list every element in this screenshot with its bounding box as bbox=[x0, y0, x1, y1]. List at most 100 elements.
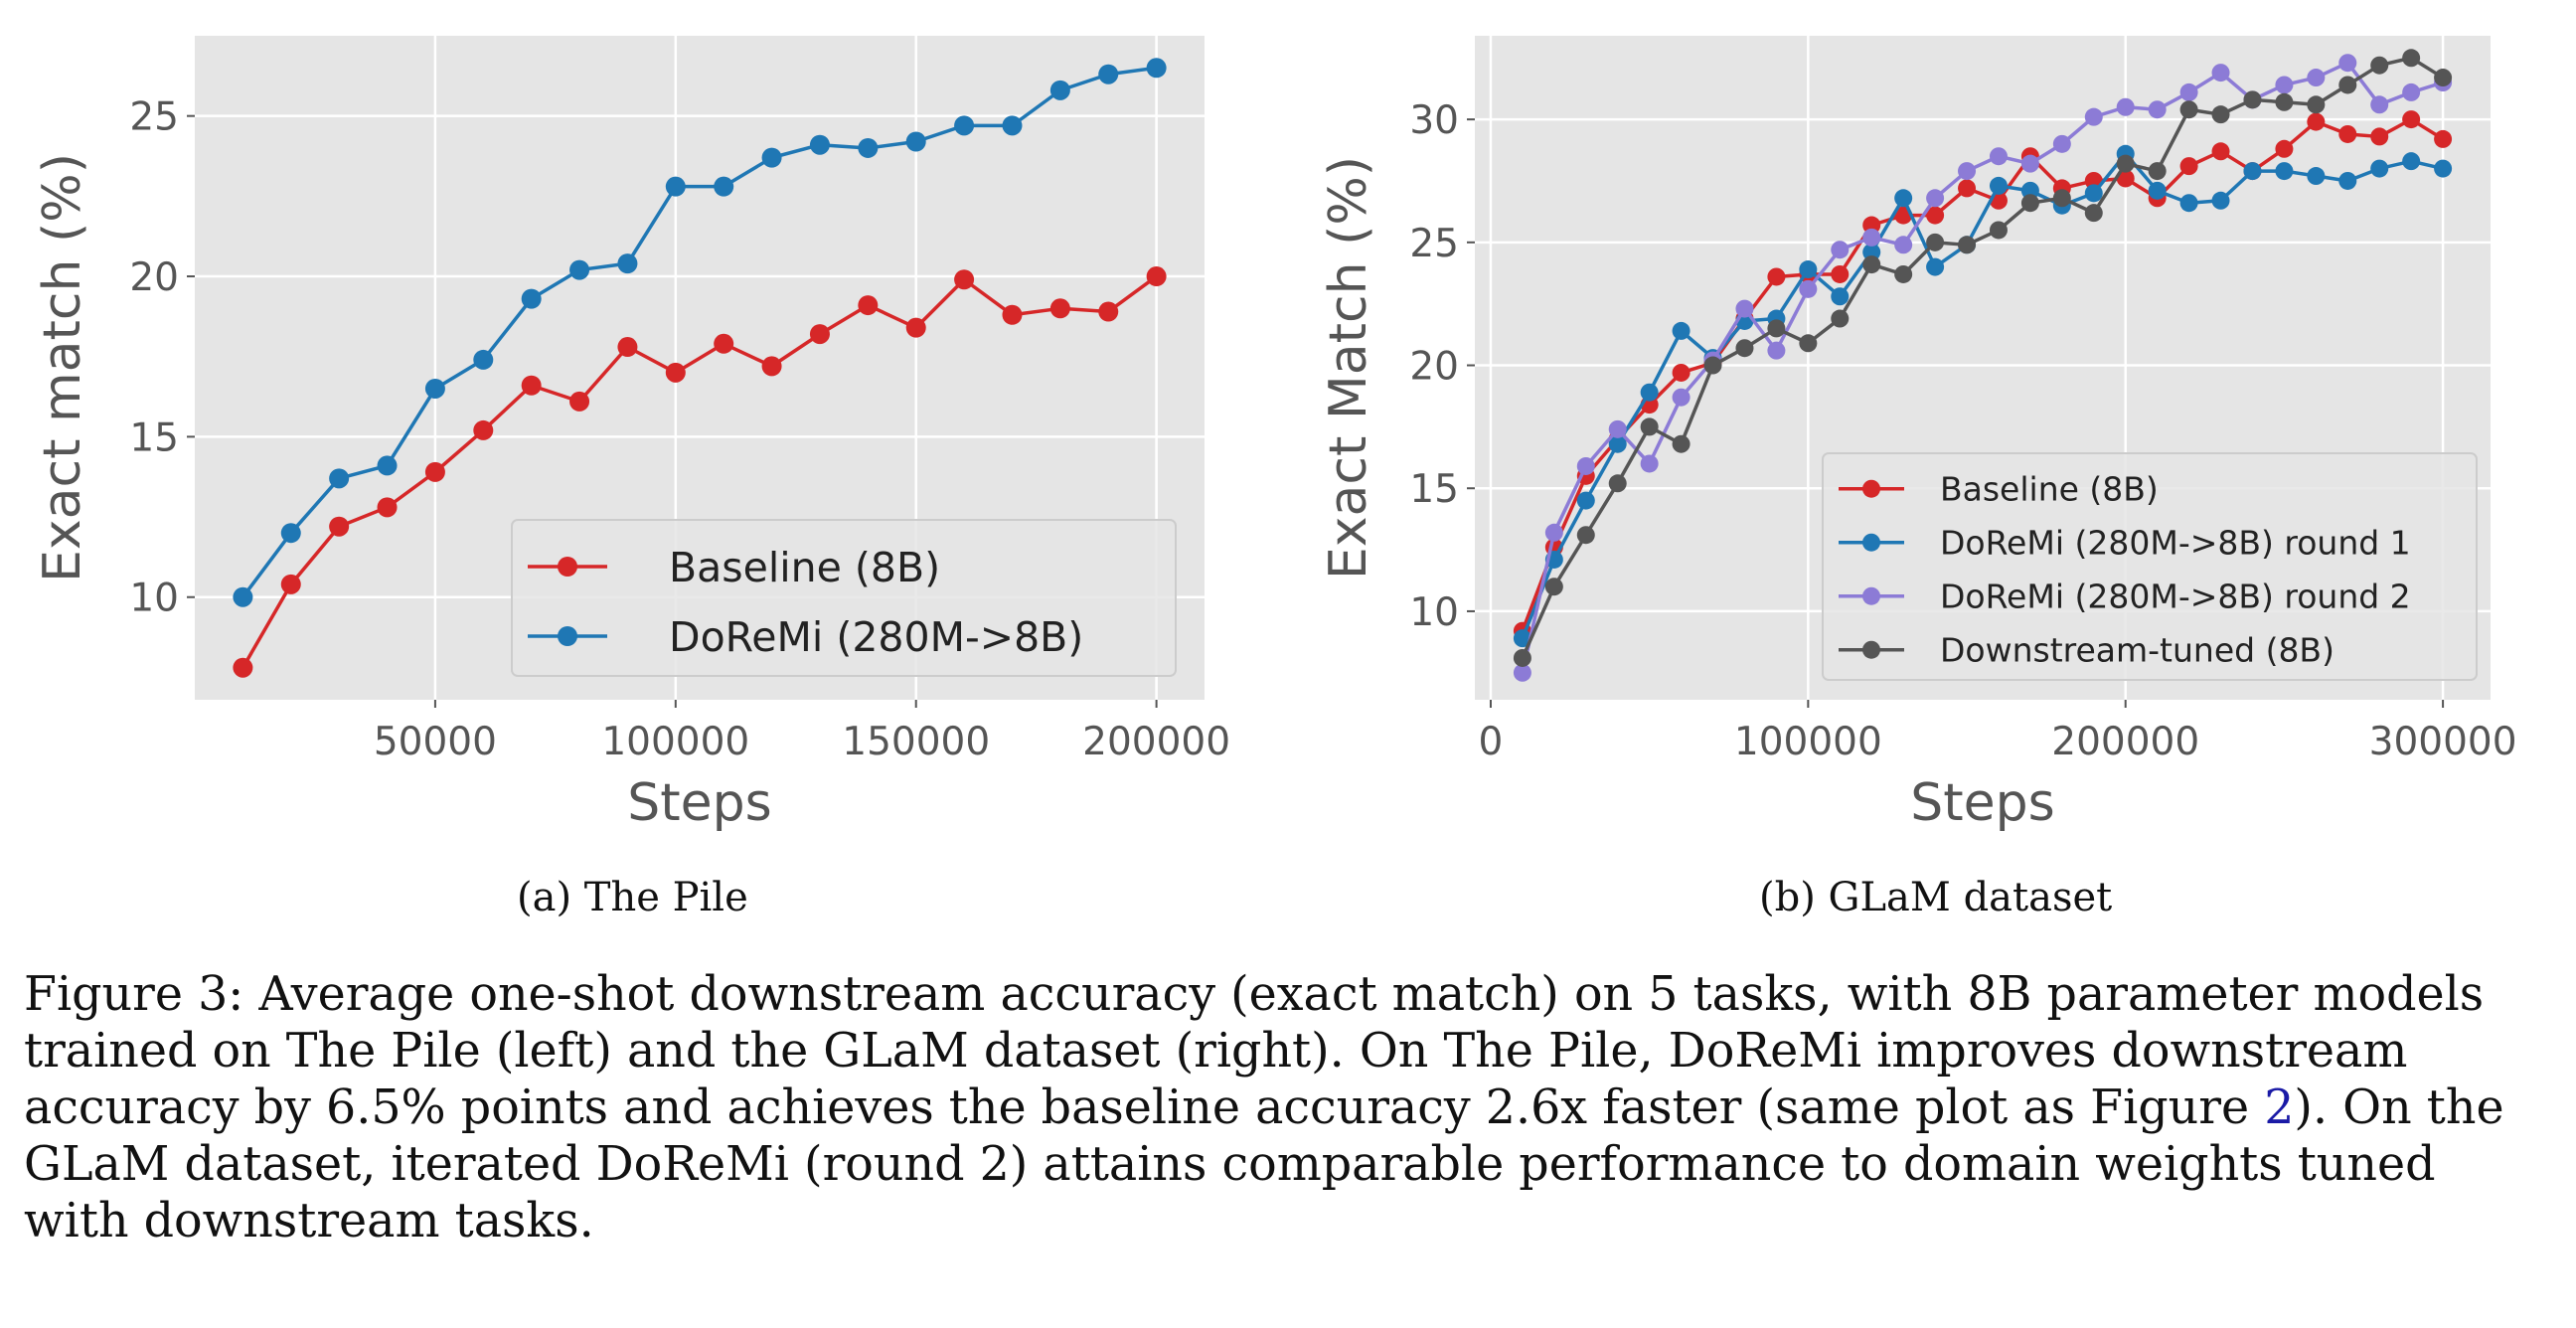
x-tick-label: 50000 bbox=[374, 720, 497, 764]
data-point bbox=[329, 468, 350, 489]
data-point bbox=[1862, 243, 1881, 261]
y-axis-label: Exact Match (%) bbox=[1319, 156, 1378, 580]
y-axis-label: Exact match (%) bbox=[33, 153, 92, 582]
data-point bbox=[2370, 127, 2389, 146]
data-point bbox=[2084, 107, 2103, 126]
data-point bbox=[1513, 629, 1531, 648]
data-point bbox=[2370, 159, 2389, 178]
data-point bbox=[1894, 189, 1913, 208]
data-point bbox=[424, 461, 445, 482]
data-point bbox=[2179, 100, 2198, 119]
data-point bbox=[2179, 194, 2198, 213]
data-point bbox=[1672, 363, 1690, 382]
data-point bbox=[1831, 287, 1850, 306]
chart-glam-dataset: 0 100000 200000 300000 10 15 20 25 30 Steps Exact … bbox=[1319, 36, 2517, 833]
data-point bbox=[905, 317, 926, 338]
data-point bbox=[2211, 142, 2230, 161]
data-point bbox=[2338, 54, 2357, 73]
subcaption-b: (b) GLaM dataset bbox=[1759, 875, 2113, 920]
data-point bbox=[2402, 110, 2421, 129]
data-point bbox=[1098, 301, 1119, 322]
legend-box bbox=[511, 519, 1177, 677]
data-point bbox=[1862, 216, 1881, 235]
data-point bbox=[2307, 112, 2326, 131]
figure-reference-link[interactable]: 2 bbox=[2264, 1080, 2295, 1135]
data-point bbox=[1989, 147, 2008, 166]
data-point bbox=[1989, 221, 2008, 240]
caption-text-2: ). On the GLaM dataset, iterated DoReMi … bbox=[24, 1080, 2504, 1248]
figure-caption: Figure 3: Average one-shot downstream ac… bbox=[24, 966, 2553, 1249]
y-tick-label: 20 bbox=[129, 255, 179, 300]
data-point bbox=[1958, 179, 1977, 198]
data-point bbox=[1926, 189, 1945, 208]
data-point bbox=[1862, 228, 1881, 247]
data-point bbox=[2275, 162, 2294, 181]
data-point bbox=[1672, 388, 1690, 407]
data-point bbox=[1926, 206, 1945, 225]
data-point bbox=[1544, 578, 1563, 596]
y-tick-label: 10 bbox=[129, 577, 179, 621]
data-point bbox=[1640, 454, 1659, 473]
data-point bbox=[2307, 69, 2326, 87]
data-point bbox=[761, 356, 782, 377]
data-point bbox=[1799, 260, 1818, 279]
y-tick-label: 10 bbox=[1409, 590, 1459, 635]
series-2 bbox=[233, 58, 1167, 607]
data-point bbox=[1608, 474, 1627, 493]
series-4 bbox=[1513, 49, 2453, 667]
data-point bbox=[1002, 304, 1023, 325]
x-tick-label: 300000 bbox=[2369, 720, 2517, 764]
data-point bbox=[761, 147, 782, 168]
data-point bbox=[1146, 266, 1167, 287]
x-tick-label: 0 bbox=[1479, 720, 1504, 764]
y-tick-label: 20 bbox=[1409, 345, 1459, 390]
legend-label: DoReMi (280M->8B) round 2 bbox=[1940, 578, 2411, 616]
data-point bbox=[2116, 97, 2135, 116]
chart-the-pile: 50000 100000 150000 200000 10 15 20 25 Steps Exac… bbox=[33, 36, 1230, 833]
subcaption-a: (a) The Pile bbox=[517, 875, 748, 920]
data-point bbox=[1862, 255, 1881, 274]
data-point bbox=[2148, 100, 2167, 119]
data-point bbox=[2179, 83, 2198, 101]
series-line bbox=[241, 274, 1158, 669]
data-point bbox=[377, 455, 398, 476]
data-point bbox=[954, 269, 975, 290]
data-point bbox=[714, 176, 734, 197]
legend-marker bbox=[1862, 533, 1880, 552]
legend-label: Baseline (8B) bbox=[669, 544, 940, 591]
data-point bbox=[809, 324, 830, 345]
data-point bbox=[2116, 154, 2135, 173]
data-point bbox=[2275, 92, 2294, 111]
series-3 bbox=[1513, 54, 2453, 682]
data-point bbox=[1640, 383, 1659, 402]
data-point bbox=[1672, 321, 1690, 340]
data-point bbox=[1767, 319, 1786, 338]
data-point bbox=[1831, 309, 1850, 328]
data-point bbox=[1894, 236, 1913, 254]
data-point bbox=[2052, 189, 2071, 208]
x-tick-label: 100000 bbox=[601, 720, 749, 764]
data-point bbox=[1894, 264, 1913, 283]
data-point bbox=[2338, 171, 2357, 190]
data-point bbox=[2434, 69, 2453, 87]
data-point bbox=[1989, 176, 2008, 195]
data-point bbox=[1767, 267, 1786, 286]
data-point bbox=[1576, 526, 1595, 545]
x-axis-label: Steps bbox=[627, 773, 772, 833]
x-tick-label: 150000 bbox=[842, 720, 990, 764]
x-tick-label: 100000 bbox=[1734, 720, 1882, 764]
legend: Baseline (8B) DoReMi (280M->8B) bbox=[511, 519, 1177, 677]
data-point bbox=[569, 259, 590, 280]
data-point bbox=[2434, 159, 2453, 178]
data-point bbox=[2307, 167, 2326, 186]
data-point bbox=[2211, 191, 2230, 210]
y-tick-label: 25 bbox=[1409, 222, 1459, 266]
data-point bbox=[1703, 356, 1722, 375]
data-point bbox=[858, 295, 879, 316]
legend: Baseline (8B) DoReMi (280M->8B) round 1 Do… bbox=[1822, 452, 2478, 681]
data-point bbox=[377, 497, 398, 518]
data-point bbox=[2084, 204, 2103, 223]
data-point bbox=[1831, 264, 1850, 283]
data-point bbox=[2116, 169, 2135, 188]
data-point bbox=[2148, 181, 2167, 200]
